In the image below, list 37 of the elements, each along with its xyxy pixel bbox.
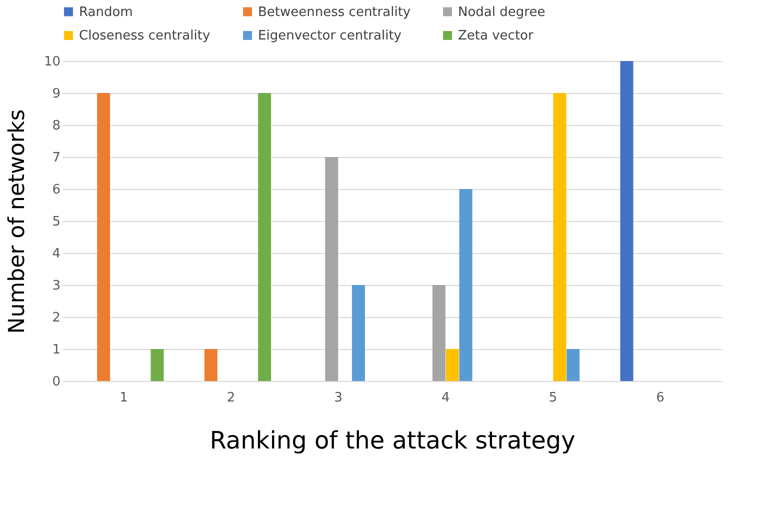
x-tick-label: 6 [656,390,664,406]
x-tick-label: 1 [120,390,128,406]
bar [258,93,272,381]
bar [97,93,110,381]
y-axis-title: Number of networks [4,109,30,334]
legend-label: Nodal degree [458,4,546,20]
x-axis-title: Ranking of the attack strategy [210,426,576,454]
x-tick-label: 5 [548,390,558,406]
bar [325,157,338,381]
y-tick-label: 2 [52,310,60,326]
y-tick-label: 4 [52,246,60,262]
bar [566,349,580,381]
bar [204,349,218,381]
bar [432,285,446,381]
y-tick-label: 0 [52,374,60,390]
y-tick-label: 5 [52,214,60,230]
x-tick-label: 2 [226,390,236,406]
bar [446,349,459,381]
y-tick-label: 1 [52,342,60,358]
y-tick-label: 6 [52,182,60,198]
x-tick-label: 3 [334,390,342,406]
y-tick-label: 8 [52,118,60,134]
legend-label: Betweenness centrality [258,4,411,20]
y-tick-label: 3 [52,278,60,294]
bar [150,349,164,381]
y-tick-label: 7 [52,150,60,166]
legend-label: Random [79,4,133,20]
bar [352,285,365,381]
legend-label: Closeness centrality [79,28,210,44]
y-tick-label: 10 [44,54,60,70]
legend-label: Zeta vector [458,28,534,44]
bar [553,93,566,381]
legend-label: Eigenvector centrality [258,28,402,44]
bar [459,189,472,381]
bar [620,61,634,381]
x-tick-label: 4 [442,390,450,406]
y-tick-label: 9 [52,86,60,102]
